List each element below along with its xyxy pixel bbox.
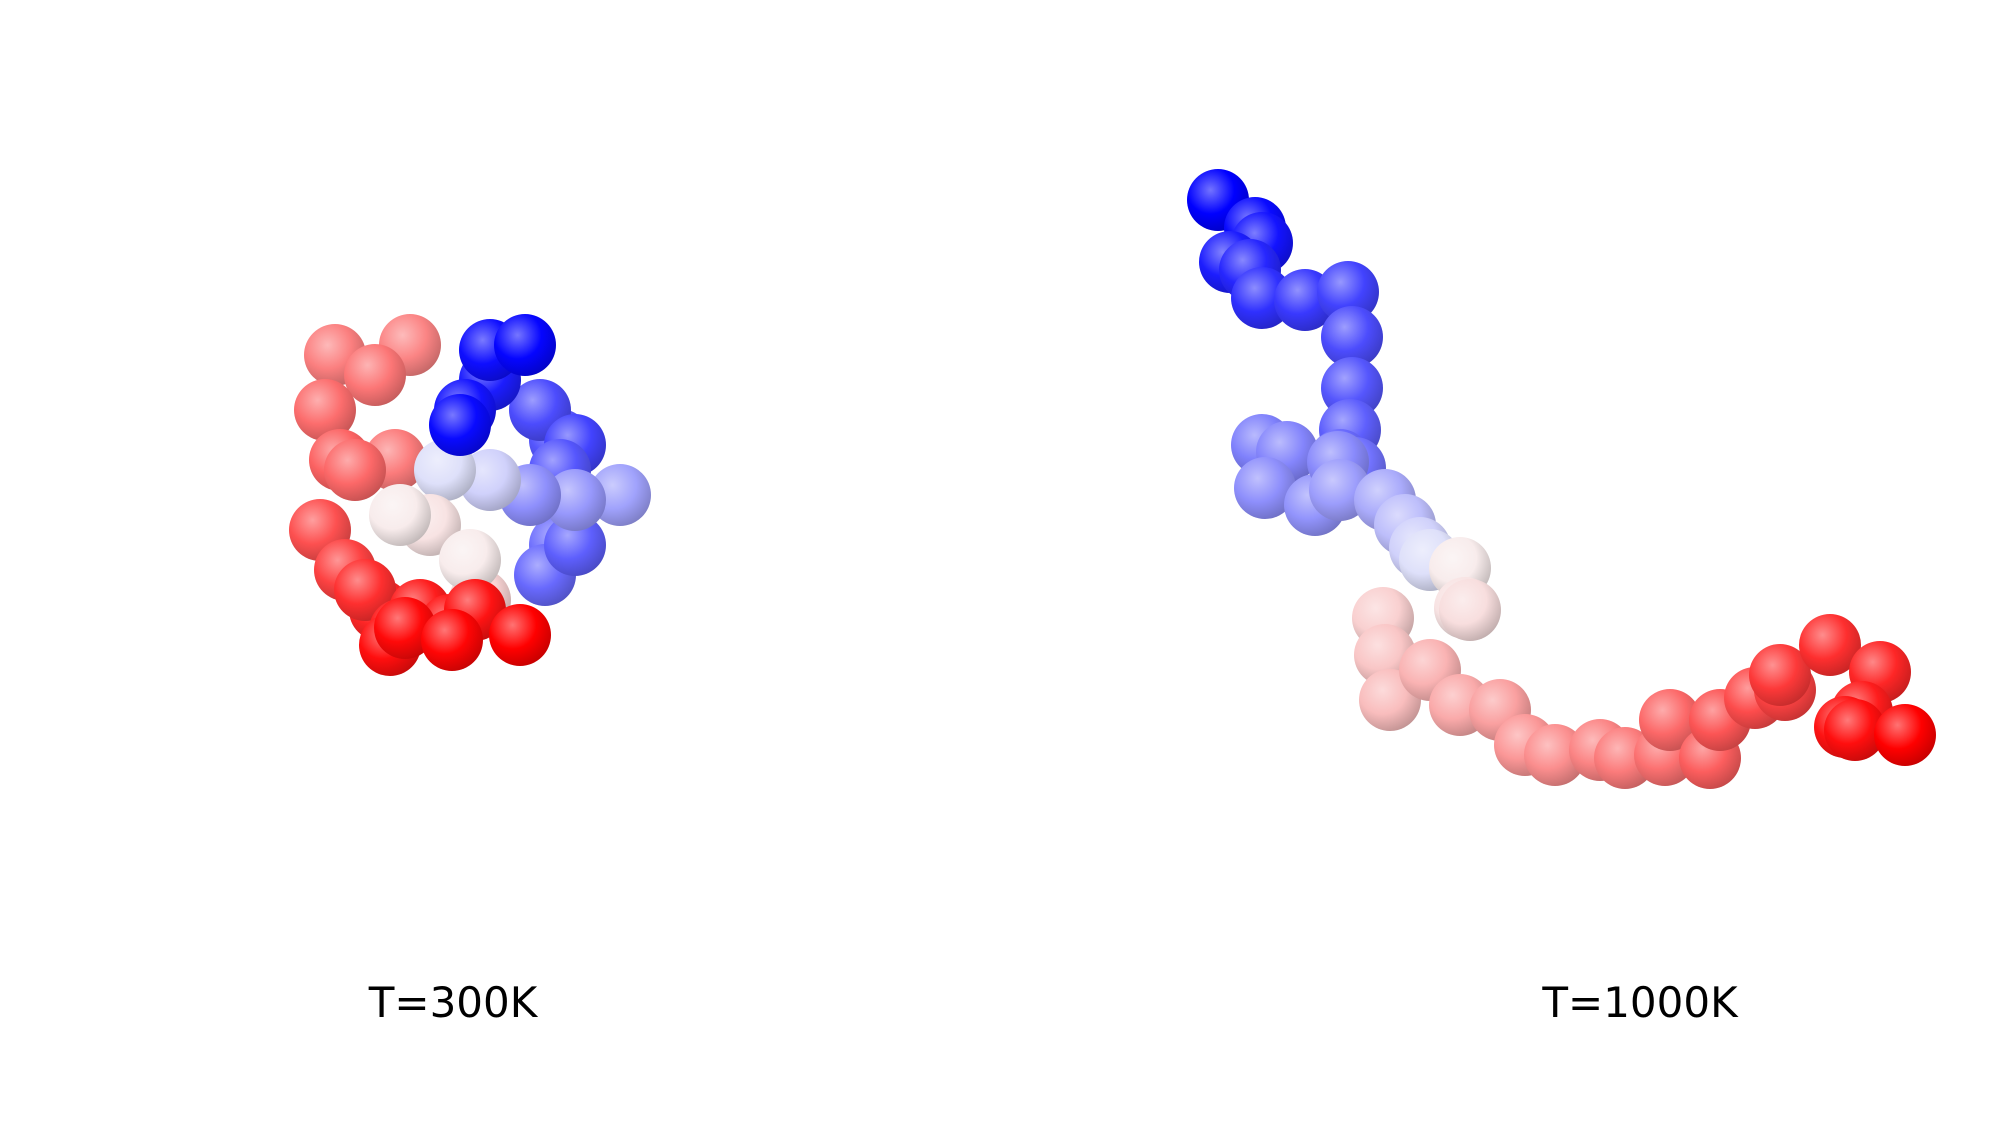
bead bbox=[489, 604, 551, 666]
bead bbox=[439, 529, 501, 591]
bead bbox=[421, 609, 483, 671]
bead bbox=[1321, 306, 1383, 368]
bead bbox=[1439, 579, 1501, 641]
compact-chain-300k bbox=[289, 314, 651, 676]
bead bbox=[374, 597, 436, 659]
bead bbox=[369, 484, 431, 546]
bead bbox=[1639, 689, 1701, 751]
bead bbox=[429, 394, 491, 456]
bead bbox=[1234, 457, 1296, 519]
bead bbox=[1824, 699, 1886, 761]
extended-chain-1000k bbox=[1187, 169, 1936, 789]
bead bbox=[1317, 261, 1379, 323]
bead bbox=[1874, 704, 1936, 766]
bead bbox=[589, 464, 651, 526]
label-t-300k: T=300K bbox=[368, 978, 538, 1027]
bead bbox=[344, 344, 406, 406]
bead bbox=[1799, 614, 1861, 676]
bead bbox=[544, 514, 606, 576]
bead bbox=[294, 379, 356, 441]
bead bbox=[544, 469, 606, 531]
bead bbox=[1524, 724, 1586, 786]
bead bbox=[324, 439, 386, 501]
bead bbox=[494, 314, 556, 376]
bead bbox=[334, 559, 396, 621]
bead bbox=[1749, 644, 1811, 706]
label-t-1000k: T=1000K bbox=[1542, 978, 1738, 1027]
